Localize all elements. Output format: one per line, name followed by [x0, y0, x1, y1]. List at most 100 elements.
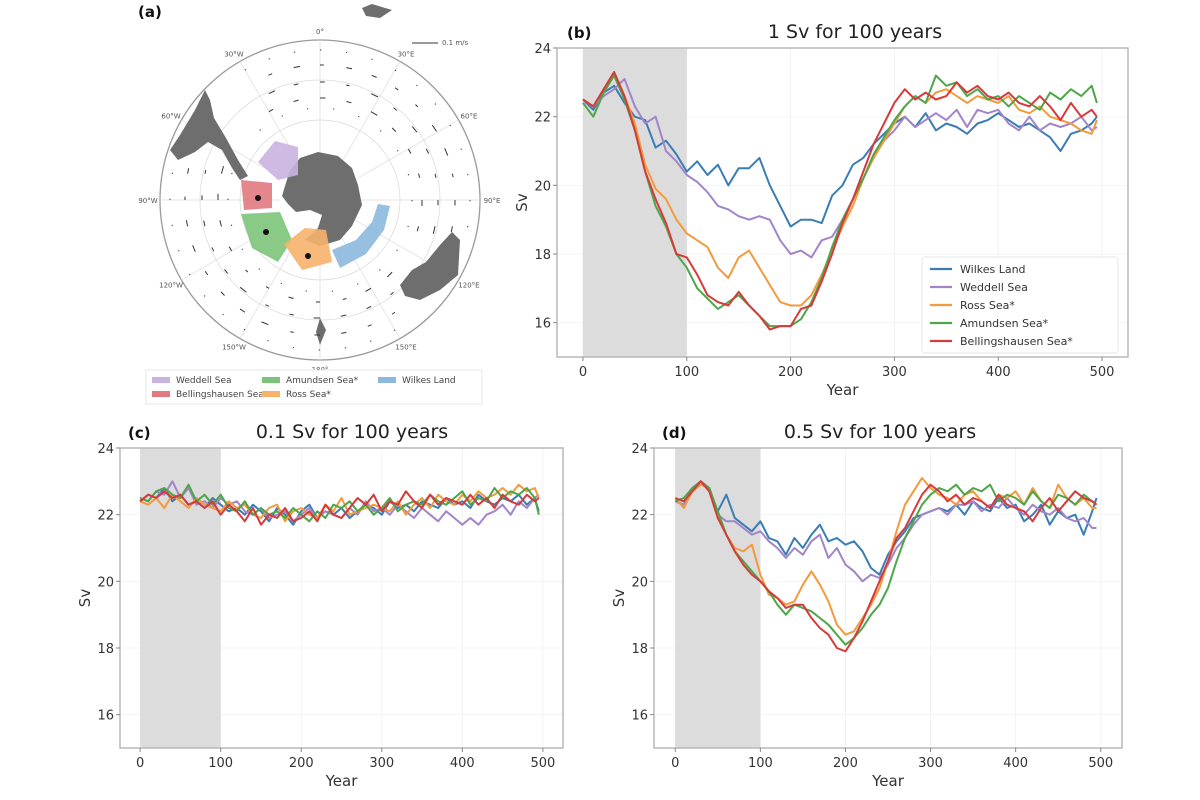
velocity-vector [390, 291, 394, 296]
velocity-vector [418, 173, 421, 178]
velocity-vector [224, 269, 229, 274]
x-tick-label: 0 [136, 756, 144, 771]
y-tick-label: 24 [97, 442, 114, 457]
velocity-vector [288, 296, 294, 300]
velocity-vector [293, 83, 299, 86]
velocity-vector [432, 226, 436, 234]
y-tick-label: 16 [534, 317, 551, 332]
x-tick-label: 400 [986, 365, 1011, 380]
chart-panel-c: 0 100 200 300 400 500 16 18 20 22 24 Year Sv (c) 0.1 S… [76, 421, 564, 790]
region-weddell-sea [258, 141, 298, 180]
velocity-vector [346, 67, 353, 70]
velocity-vector [228, 246, 233, 252]
map-legend-swatch [262, 391, 280, 397]
velocity-vector [346, 100, 352, 104]
axes-frame [653, 447, 1123, 749]
chart-panel-b: 0 100 200 300 400 500 16 18 20 22 24 Year Sv (b) 1 Sv … [513, 21, 1129, 399]
velocity-vector [293, 99, 299, 102]
legend-label: Ross Sea* [960, 299, 1015, 312]
velocity-vector [393, 107, 398, 111]
marker-ross [305, 253, 311, 259]
x-tick-label: 200 [289, 756, 314, 771]
forcing-period-shading [582, 48, 687, 357]
antarctica-land [282, 152, 362, 246]
x-tick-label: 500 [1088, 756, 1113, 771]
map-legend-label: Wilkes Land [402, 376, 456, 386]
velocity-vector [451, 173, 454, 178]
series-line-bellingshausen-sea [674, 480, 1098, 653]
velocity-vector [341, 331, 347, 334]
x-tick-label: 200 [778, 365, 803, 380]
y-axis-label: Sv [610, 589, 628, 608]
y-tick-label: 22 [97, 509, 114, 524]
velocity-vector [290, 331, 294, 333]
y-tick-label: 24 [631, 442, 648, 457]
velocity-vector [189, 273, 191, 276]
velocity-vector [370, 93, 379, 98]
velocity-vector [416, 226, 420, 232]
y-tick-label: 16 [631, 709, 648, 724]
y-tick-label: 18 [534, 248, 551, 263]
velocity-vector [241, 248, 244, 251]
velocity-vector [365, 287, 372, 292]
x-tick-label: 100 [748, 756, 773, 771]
x-tick-label: 200 [833, 756, 858, 771]
longitude-label: 90°E [484, 197, 501, 205]
meridian-line [339, 61, 401, 166]
velocity-vector [192, 245, 196, 252]
x-tick-label: 500 [530, 756, 555, 771]
velocity-vector [220, 165, 224, 174]
velocity-vector [450, 226, 453, 233]
velocity-vector [268, 90, 276, 95]
y-tick-label: 16 [97, 709, 114, 724]
velocity-vector [444, 148, 449, 156]
map-legend-box [145, 369, 483, 405]
velocity-vector [434, 173, 437, 178]
map-panel: (a) 0.1 m/s 0°30°E60°E90°E120°E150°E180°… [138, 3, 501, 405]
velocity-vector [415, 104, 419, 108]
panel-label-b: (b) [567, 24, 591, 42]
velocity-vector [391, 311, 396, 315]
chart-title: 0.1 Sv for 100 years [256, 421, 448, 443]
chart-panel-d: 0 100 200 300 400 500 16 18 20 22 24 Year Sv (d) 0.5 S… [610, 421, 1123, 790]
velocity-vector [411, 126, 418, 133]
longitude-label: 120°E [458, 282, 479, 290]
velocity-vector [211, 247, 215, 252]
y-axis-label: Sv [76, 589, 94, 608]
velocity-vector [391, 127, 397, 132]
forcing-period-shading [140, 448, 221, 748]
velocity-vector [371, 74, 377, 78]
velocity-vector [239, 286, 247, 293]
series-line-weddell-sea [674, 483, 1097, 583]
longitude-label: 60°E [461, 113, 478, 121]
velocity-vector [386, 271, 393, 278]
x-tick-label: 100 [674, 365, 699, 380]
series-line-amundsen-sea [674, 480, 1098, 646]
x-tick-label: 100 [208, 756, 233, 771]
legend-label: Wilkes Land [960, 263, 1026, 276]
velocity-vector [268, 108, 274, 113]
south-america-land [170, 90, 248, 180]
region-bellingshausen-sea [241, 180, 272, 210]
velocity-vector [265, 286, 270, 289]
legend-label: Bellingshausen Sea* [960, 335, 1073, 348]
x-tick-label: 500 [1090, 365, 1115, 380]
panel-label-c: (c) [128, 424, 151, 442]
velocity-vector [204, 169, 207, 174]
velocity-vector [187, 168, 190, 174]
y-axis-label: Sv [513, 193, 531, 212]
x-axis-label: Year [826, 381, 860, 399]
y-tick-label: 20 [97, 575, 114, 590]
chart-title: 0.5 Sv for 100 years [784, 421, 976, 443]
y-tick-label: 18 [631, 642, 648, 657]
legend-label: Amundsen Sea* [960, 317, 1049, 330]
y-tick-label: 22 [534, 111, 551, 126]
series-line-ross-sea [582, 71, 1098, 307]
panel-label-a: (a) [138, 3, 162, 21]
australia-land [400, 232, 460, 300]
velocity-vector [203, 295, 206, 297]
velocity-vector [394, 69, 397, 72]
region-ross-sea [284, 228, 332, 270]
longitude-label: 0° [316, 28, 324, 36]
velocity-vector [407, 148, 412, 154]
